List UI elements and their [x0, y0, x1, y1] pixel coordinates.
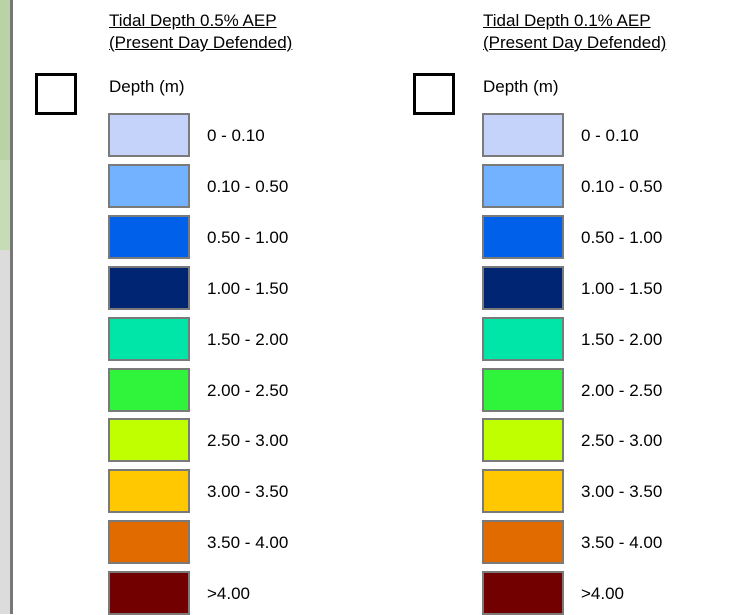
depth-range-label: 0.10 - 0.50	[207, 177, 289, 196]
depth-range-label: 0.50 - 1.00	[581, 228, 663, 247]
depth-swatch	[482, 317, 564, 361]
legend-title-line2: (Present Day Defended)	[483, 33, 667, 52]
depth-swatch	[108, 113, 190, 157]
depth-range-label: 3.00 - 3.50	[207, 482, 289, 501]
depth-range-label: 1.50 - 2.00	[207, 330, 289, 349]
depth-swatch	[482, 113, 564, 157]
depth-swatch	[108, 418, 190, 462]
map-edge-band	[0, 250, 10, 614]
depth-swatch	[482, 571, 564, 615]
depth-range-label: 0.50 - 1.00	[207, 228, 289, 247]
depth-swatch	[482, 469, 564, 513]
legend-title: Tidal Depth 0.5% AEP (Present Day Defend…	[109, 10, 292, 54]
depth-range-label: 1.00 - 1.50	[207, 279, 289, 298]
map-frame-border	[10, 0, 13, 614]
depth-swatch	[108, 215, 190, 259]
depth-range-label: 3.50 - 4.00	[207, 533, 289, 552]
depth-range-label: 0 - 0.10	[581, 126, 639, 145]
depth-range-label: 3.50 - 4.00	[581, 533, 663, 552]
depth-swatch	[108, 164, 190, 208]
depth-range-label: 1.50 - 2.00	[581, 330, 663, 349]
depth-range-label: 3.00 - 3.50	[581, 482, 663, 501]
depth-swatch	[482, 215, 564, 259]
layer-toggle-checkbox[interactable]	[413, 73, 455, 115]
depth-swatch	[482, 164, 564, 208]
legend-panel-0-5-aep: Tidal Depth 0.5% AEP (Present Day Defend…	[0, 0, 300, 615]
depth-swatch	[108, 571, 190, 615]
map-edge-band	[0, 160, 10, 250]
legend-title-line1: Tidal Depth 0.5% AEP	[109, 11, 277, 30]
depth-swatch	[108, 469, 190, 513]
depth-swatch	[482, 266, 564, 310]
depth-swatch	[108, 520, 190, 564]
layer-toggle-checkbox[interactable]	[35, 73, 77, 115]
depth-swatch	[482, 520, 564, 564]
depth-swatch	[108, 266, 190, 310]
depth-range-label: >4.00	[581, 584, 625, 603]
depth-swatch	[482, 368, 564, 412]
map-edge-strip	[0, 0, 10, 614]
depth-heading: Depth (m)	[109, 77, 185, 96]
depth-swatch	[482, 418, 564, 462]
depth-swatch	[108, 368, 190, 412]
depth-range-label: 0.10 - 0.50	[581, 177, 663, 196]
legend-panel-0-1-aep: Tidal Depth 0.1% AEP (Present Day Defend…	[0, 0, 666, 615]
depth-swatch	[108, 317, 190, 361]
depth-range-label: 2.50 - 3.00	[207, 431, 289, 450]
depth-range-label: 2.00 - 2.50	[207, 381, 289, 400]
legend-title-line1: Tidal Depth 0.1% AEP	[483, 11, 651, 30]
legend-title: Tidal Depth 0.1% AEP (Present Day Defend…	[483, 10, 666, 54]
depth-range-label: 2.50 - 3.00	[581, 431, 663, 450]
depth-range-label: 1.00 - 1.50	[581, 279, 663, 298]
depth-heading: Depth (m)	[483, 77, 559, 96]
legend-title-line2: (Present Day Defended)	[109, 33, 293, 52]
depth-range-label: >4.00	[207, 584, 251, 603]
depth-range-label: 2.00 - 2.50	[581, 381, 663, 400]
depth-range-label: 0 - 0.10	[207, 126, 265, 145]
